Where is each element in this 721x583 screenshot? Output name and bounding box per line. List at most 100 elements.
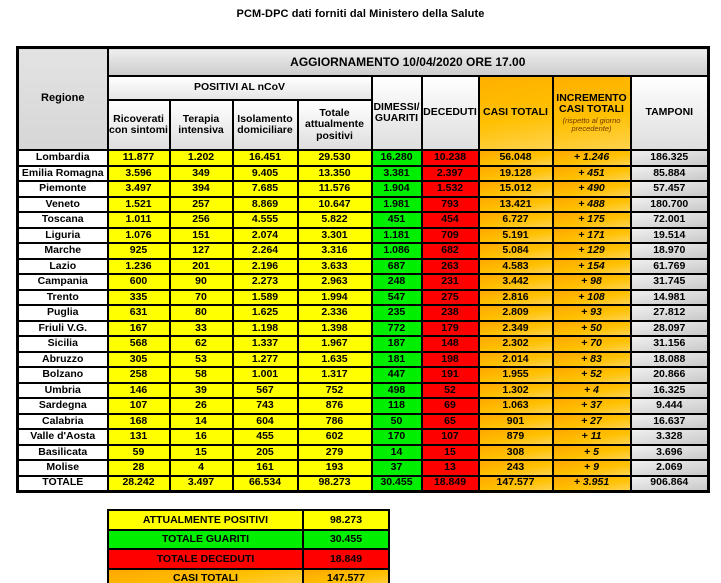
region-name: Emilia Romagna [16, 164, 109, 182]
casi-totali-value: 2.349 [477, 319, 554, 337]
region-row: Sicilia 568 62 1.337 1.967 187 148 2.302 + 70 31.… [16, 335, 710, 353]
region-row: Calabria 168 14 604 786 50 65 901 + 27 16.637 [16, 412, 710, 430]
isolamento-value: 4.555 [231, 211, 299, 229]
summary-label: TOTALE GUARITI [107, 528, 304, 550]
summary-value: 30.455 [302, 528, 390, 550]
dimessi-guariti-value: 235 [370, 304, 423, 322]
dimessi-guariti-value: 447 [370, 366, 423, 384]
deceduti-value: 238 [420, 304, 480, 322]
totale-positivi-value: 1.398 [296, 319, 373, 337]
region-name: Sardegna [16, 397, 109, 415]
region-row: Campania 600 90 2.273 2.963 248 231 3.442 + 98 31… [16, 273, 710, 291]
terapia-intensiva-value: 39 [168, 381, 234, 399]
incremento-value: + 3.951 [551, 474, 632, 492]
region-row: Emilia Romagna 3.596 349 9.405 13.350 3.381 2.… [16, 164, 710, 182]
incremento-value: + 154 [551, 257, 632, 275]
incremento-value: + 70 [551, 335, 632, 353]
summary-row: TOTALE GUARITI 30.455 [107, 528, 390, 550]
incremento-value: + 451 [551, 164, 632, 182]
isolamento-value: 205 [231, 443, 299, 461]
banner-row: Regione AGGIORNAMENTO 10/04/2020 ORE 17.… [16, 46, 710, 151]
ricoverati-value: 568 [106, 335, 171, 353]
sub-header-row: Ricoverati con sintomi Terapia intensiva… [18, 99, 709, 151]
terapia-intensiva-value: 394 [168, 180, 234, 198]
page-title: PCM-DPC dati forniti dal Ministero della… [236, 8, 485, 20]
incremento-value: + 27 [551, 412, 632, 430]
deceduti-value: 107 [420, 428, 480, 446]
deceduti-value: 10.238 [420, 149, 480, 167]
casi-totali-value: 243 [477, 459, 554, 477]
region-name: Friuli V.G. [16, 319, 109, 337]
tamponi-value: 18.970 [629, 242, 710, 260]
ricoverati-value: 28 [106, 459, 171, 477]
ricoverati-value: 1.011 [106, 211, 171, 229]
ricoverati-value: 3.596 [106, 164, 171, 182]
tamponi-value: 18.088 [629, 350, 710, 368]
region-row: Toscana 1.011 256 4.555 5.822 451 454 6.727 + 17… [16, 211, 710, 229]
casi-totali-value: 19.128 [477, 164, 554, 182]
terapia-intensiva-value: 1.202 [168, 149, 234, 167]
region-row: Valle d'Aosta 131 16 455 602 170 107 879 + 11 3.3… [16, 428, 710, 446]
ricoverati-value: 3.497 [106, 180, 171, 198]
tamponi-value: 16.637 [629, 412, 710, 430]
ricoverati-value: 11.877 [106, 149, 171, 167]
positivi-group-header: POSITIVI AL nCoV [106, 75, 373, 101]
dimessi-guariti-value: 3.381 [370, 164, 423, 182]
deceduti-header: DECEDUTI [420, 75, 480, 151]
terapia-intensiva-value: 26 [168, 397, 234, 415]
region-name: Puglia [16, 304, 109, 322]
ricoverati-value: 107 [106, 397, 171, 415]
casi-totali-value: 2.014 [477, 350, 554, 368]
tamponi-value: 906.864 [629, 474, 710, 492]
totale-positivi-value: 786 [296, 412, 373, 430]
region-name: Sicilia [16, 335, 109, 353]
terapia-intensiva-value: 257 [168, 195, 234, 213]
terapia-intensiva-value: 62 [168, 335, 234, 353]
isolamento-value: 7.685 [231, 180, 299, 198]
dimessi-guariti-value: 451 [370, 211, 423, 229]
summary-label: TOTALE DECEDUTI [107, 548, 304, 570]
totale-positivi-value: 1.967 [296, 335, 373, 353]
deceduti-value: 69 [420, 397, 480, 415]
isolamento-value: 9.405 [231, 164, 299, 182]
region-row: Basilicata 59 15 205 279 14 15 308 + 5 3.696 [16, 443, 710, 461]
ricoverati-value: 258 [106, 366, 171, 384]
terapia-intensiva-value: 14 [168, 412, 234, 430]
terapia-intensiva-value: 33 [168, 319, 234, 337]
deceduti-value: 793 [420, 195, 480, 213]
totale-positivi-value: 2.336 [296, 304, 373, 322]
casi-totali-value: 901 [477, 412, 554, 430]
terapia-intensiva-value: 349 [168, 164, 234, 182]
incremento-value: + 37 [551, 397, 632, 415]
ricoverati-value: 305 [106, 350, 171, 368]
summary-body: ATTUALMENTE POSITIVI 98.273 TOTALE GUARITI… [107, 509, 390, 583]
totale-positivi-value: 1.994 [296, 288, 373, 306]
region-name: Basilicata [16, 443, 109, 461]
terapia-intensiva-value: 70 [168, 288, 234, 306]
isolamento-value: 16.451 [231, 149, 299, 167]
region-name: Toscana [16, 211, 109, 229]
totale-positivi-value: 3.301 [296, 226, 373, 244]
isolamento-value: 1.625 [231, 304, 299, 322]
dimessi-guariti-value: 50 [370, 412, 423, 430]
isolamento-value: 567 [231, 381, 299, 399]
terapia-intensiva-value: 53 [168, 350, 234, 368]
deceduti-value: 13 [420, 459, 480, 477]
tamponi-value: 180.700 [629, 195, 710, 213]
isolamento-value: 1.001 [231, 366, 299, 384]
terapia-intensiva-value: 4 [168, 459, 234, 477]
region-row: Marche 925 127 2.264 3.316 1.086 682 5.084 + 129… [16, 242, 710, 260]
dimessi-guariti-value: 547 [370, 288, 423, 306]
totale-positivi-value: 10.647 [296, 195, 373, 213]
deceduti-value: 52 [420, 381, 480, 399]
terapia-intensiva-value: 256 [168, 211, 234, 229]
region-name: Campania [16, 273, 109, 291]
region-name: Liguria [16, 226, 109, 244]
dimessi-guariti-value: 16.280 [370, 149, 423, 167]
region-row: Trento 335 70 1.589 1.994 547 275 2.816 + 108 14.… [16, 288, 710, 306]
dimessi-guariti-value: 14 [370, 443, 423, 461]
region-row: Lombardia 11.877 1.202 16.451 29.530 16.280 10… [16, 149, 710, 167]
region-name: Lombardia [16, 149, 109, 167]
incremento-value: + 93 [551, 304, 632, 322]
casi-totali-value: 6.727 [477, 211, 554, 229]
